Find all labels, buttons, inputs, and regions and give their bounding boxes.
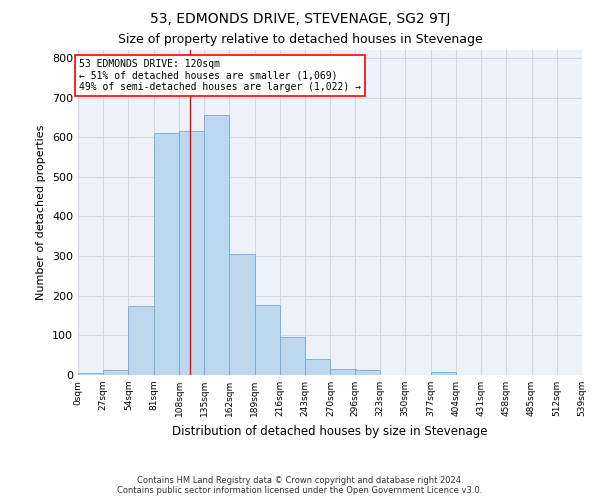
Bar <box>280 336 305 375</box>
Bar <box>431 372 456 375</box>
Bar <box>305 359 331 375</box>
Bar <box>204 116 229 375</box>
Text: Contains HM Land Registry data © Crown copyright and database right 2024.
Contai: Contains HM Land Registry data © Crown c… <box>118 476 482 495</box>
Bar <box>179 131 204 375</box>
Bar <box>128 306 154 375</box>
Text: 53 EDMONDS DRIVE: 120sqm
← 51% of detached houses are smaller (1,069)
49% of sem: 53 EDMONDS DRIVE: 120sqm ← 51% of detach… <box>79 58 361 92</box>
Text: 53, EDMONDS DRIVE, STEVENAGE, SG2 9TJ: 53, EDMONDS DRIVE, STEVENAGE, SG2 9TJ <box>150 12 450 26</box>
Bar <box>78 373 103 375</box>
Bar <box>355 370 380 375</box>
Bar <box>103 370 128 375</box>
Text: Size of property relative to detached houses in Stevenage: Size of property relative to detached ho… <box>118 32 482 46</box>
X-axis label: Distribution of detached houses by size in Stevenage: Distribution of detached houses by size … <box>172 424 488 438</box>
Y-axis label: Number of detached properties: Number of detached properties <box>37 125 46 300</box>
Bar <box>331 369 356 375</box>
Bar <box>154 133 179 375</box>
Bar <box>229 254 255 375</box>
Bar <box>255 305 280 375</box>
